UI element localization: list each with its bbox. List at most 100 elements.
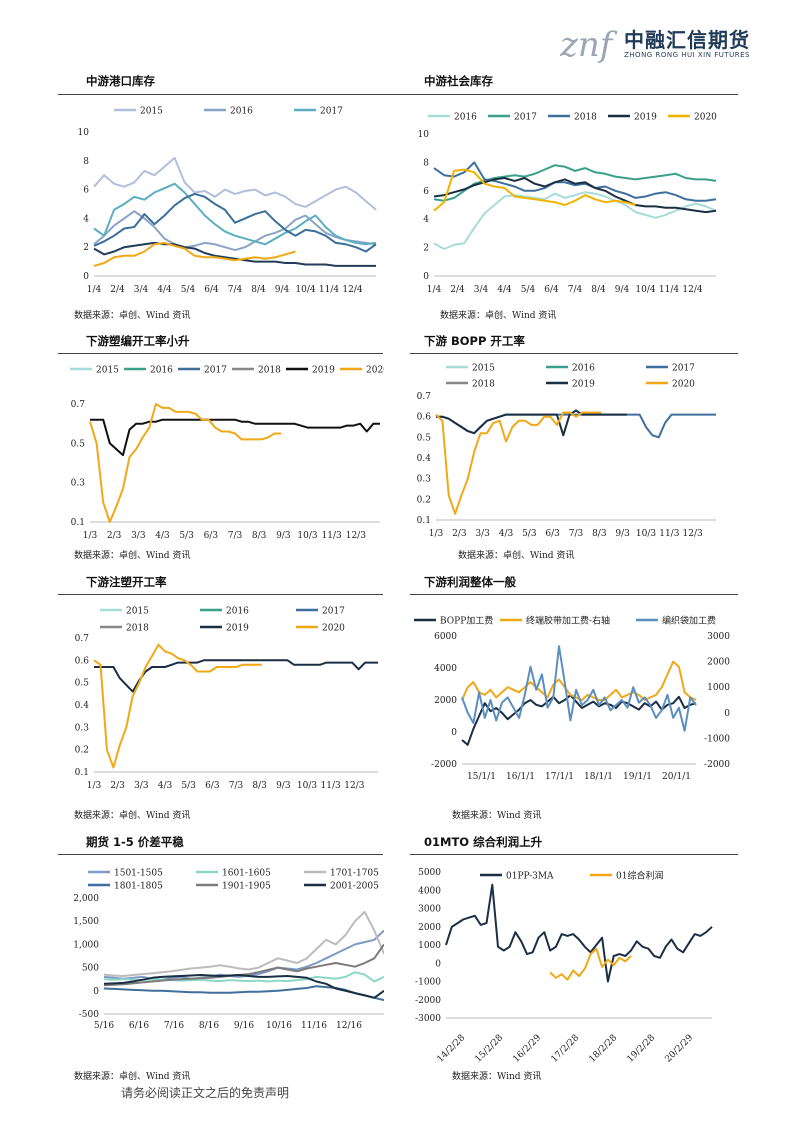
y-tick-label: 4000 — [418, 886, 441, 896]
y-tick-label: -500 — [79, 1010, 99, 1020]
y2-tick-label: 0 — [724, 709, 730, 719]
legend-label: 2018 — [472, 380, 495, 390]
y-tick-label: 6 — [423, 187, 429, 197]
legend-label: 2019 — [634, 113, 657, 123]
chart-port-inventory: 2015 2016 2017 0 2 4 6 8 10 1/4 2/4 3/4 4/4 5/4 6/4 7/4… — [78, 107, 377, 295]
series-line — [433, 168, 636, 212]
y-tick-label: 4 — [83, 214, 89, 224]
x-tick-label: 2/3 — [110, 781, 125, 791]
x-tick-label: 10/3 — [297, 531, 317, 541]
x-tick-label: 11/3 — [321, 781, 341, 791]
y-tick-label: -2000 — [415, 996, 441, 1006]
x-tick-label: 9/3 — [276, 531, 291, 541]
y-tick-label: 0.5 — [71, 439, 86, 449]
series-line — [93, 241, 376, 267]
x-tick-label: 7/3 — [228, 531, 243, 541]
x-tick-label: 12/16 — [336, 1021, 362, 1031]
y-tick-label: 8 — [83, 157, 89, 167]
brand-name-cn: 中融汇信期货 — [624, 28, 750, 52]
x-tick-label: 5/16 — [94, 1021, 114, 1031]
y-tick-label: 0.7 — [417, 392, 432, 402]
disclaimer-footer: 请务必阅读正文之后的免责声明 — [121, 1086, 290, 1100]
y-tick-label: 10 — [418, 130, 430, 140]
y2-tick-label: -1000 — [704, 734, 730, 744]
y-tick-label: 4 — [423, 215, 429, 225]
y-tick-label: 3000 — [418, 905, 441, 915]
x-tick-label: 5/3 — [181, 781, 196, 791]
legend-label: 1901-1905 — [222, 882, 271, 892]
y-tick-label: 6000 — [434, 632, 457, 642]
series-line — [89, 403, 282, 523]
x-tick-label: 17/2/28 — [550, 1033, 582, 1064]
y-tick-label: 2,000 — [73, 894, 99, 904]
section-divider — [58, 353, 383, 354]
section-divider — [410, 594, 738, 595]
y-tick-label: 1,000 — [73, 940, 99, 950]
legend-label: 2017 — [672, 364, 695, 374]
y2-tick-label: 3000 — [707, 632, 730, 642]
x-tick-label: 8/3 — [252, 531, 267, 541]
y-tick-label: 0.7 — [75, 634, 90, 644]
x-tick-label: 20/2/29 — [664, 1033, 696, 1064]
legend-label: 2015 — [140, 107, 163, 117]
x-tick-label: 10/4 — [295, 285, 315, 295]
panel-source: 数据来源：卓创、Wind 资讯 — [74, 811, 191, 821]
legend-label: 2016 — [226, 607, 249, 617]
y-tick-label: 0 — [83, 272, 89, 282]
series-line — [445, 883, 713, 983]
section-divider — [58, 94, 738, 95]
chart-mto-profit: 01PP-3MA 01综合利润 -3000 -2000 -1000 0 1000 2000 30… — [415, 868, 713, 1064]
x-tick-label: 12/4 — [342, 285, 362, 295]
chart-social-inventory: 2016 2017 2018 2019 2020 0 2 4 6 8 10 1/4 2/4 3/4 4/4 5… — [418, 113, 718, 296]
y-tick-label: 0 — [93, 987, 99, 997]
series-line — [433, 191, 717, 250]
legend-label: 2015 — [96, 366, 119, 376]
legend-label: 01PP-3MA — [506, 872, 554, 882]
series-line — [93, 156, 377, 211]
panel-source: 数据来源：卓创、Wind 资讯 — [440, 311, 557, 321]
x-tick-label: 15/2/28 — [474, 1033, 506, 1064]
series-line — [433, 161, 717, 202]
x-tick-label: 2/4 — [110, 285, 125, 295]
y-tick-label: 0.3 — [75, 723, 90, 733]
x-tick-label: 1/3 — [87, 781, 102, 791]
y-tick-label: 1000 — [418, 941, 441, 951]
series-line — [93, 643, 262, 769]
legend-label: 1601-1605 — [222, 869, 271, 879]
y-tick-label: 0.1 — [71, 518, 85, 528]
x-tick-label: 11/16 — [301, 1021, 327, 1031]
legend-label: 2020 — [322, 624, 345, 634]
y-tick-label: 1,500 — [73, 917, 99, 927]
series-line — [93, 182, 377, 246]
legend-label: 2015 — [472, 364, 495, 374]
panel-source: 数据来源：卓创、Wind 资讯 — [74, 1072, 191, 1082]
y-tick-label: 0 — [451, 728, 457, 738]
x-tick-label: 12/4 — [682, 285, 702, 295]
x-tick-label: 12/3 — [346, 531, 366, 541]
legend-label: 2019 — [312, 366, 335, 376]
y-tick-label: 0.2 — [417, 495, 431, 505]
legend-label: 编织袋加工费 — [662, 615, 716, 627]
series-line — [436, 409, 627, 437]
legend-label: 2017 — [204, 366, 227, 376]
series-line — [461, 694, 697, 746]
x-tick-label: 4/4 — [157, 285, 172, 295]
legend-label: 01综合利润 — [616, 870, 663, 882]
legend-label: 1501-1505 — [114, 869, 163, 879]
x-tick-label: 5/3 — [522, 529, 537, 539]
x-tick-label: 3/3 — [134, 781, 149, 791]
y-tick-label: 8 — [423, 158, 429, 168]
x-tick-label: 16/1/1 — [506, 772, 535, 782]
x-tick-label: 5/4 — [181, 285, 196, 295]
y-tick-label: 0.7 — [71, 400, 86, 410]
chart-injection-operating-rate: 2015 2016 2017 2018 2019 2020 0.1 0.2 0.3 0.4 0.5 0… — [75, 607, 378, 791]
x-tick-label: 4/3 — [158, 781, 173, 791]
x-tick-label: 8/4 — [251, 285, 266, 295]
series-line — [90, 418, 380, 457]
y-tick-label: 0.2 — [75, 746, 89, 756]
x-tick-label: 7/4 — [568, 285, 583, 295]
y-tick-label: 0.4 — [417, 454, 432, 464]
x-tick-label: 20/1/1 — [662, 772, 691, 782]
x-tick-label: 10/3 — [636, 529, 656, 539]
x-tick-label: 14/2/28 — [436, 1033, 468, 1064]
